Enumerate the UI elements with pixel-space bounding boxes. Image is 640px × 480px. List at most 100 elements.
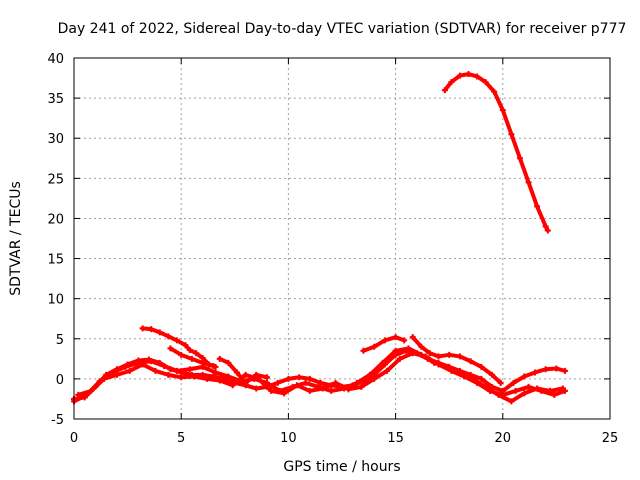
y-axis-label: SDTVAR / TECUs <box>8 181 24 296</box>
data-point <box>126 367 133 374</box>
data-point <box>486 387 493 394</box>
data-point <box>178 374 185 381</box>
y-tick-label: 40 <box>47 52 64 67</box>
chart-title: Day 241 of 2022, Sidereal Day-to-day VTE… <box>58 21 627 37</box>
y-tick-label: 35 <box>47 92 64 107</box>
data-point <box>401 337 408 344</box>
grid-lines <box>74 58 610 419</box>
data-point <box>538 387 545 394</box>
data-point <box>379 359 386 366</box>
series-line <box>442 72 550 233</box>
data-point <box>242 371 249 378</box>
data-point <box>122 363 129 370</box>
data-point <box>366 371 373 378</box>
data-point <box>88 387 95 394</box>
y-tick-label: 10 <box>47 293 64 308</box>
data-point <box>233 369 240 376</box>
data-point <box>435 353 442 360</box>
data-point <box>426 350 433 357</box>
data-point <box>186 366 193 373</box>
y-tick-label: 20 <box>47 212 64 227</box>
data-point <box>186 347 193 354</box>
data-point <box>384 367 391 374</box>
data-point <box>553 365 560 372</box>
data-point <box>561 387 568 394</box>
data-point <box>448 79 455 86</box>
data-point <box>561 367 568 374</box>
data-point <box>167 345 174 352</box>
data-point <box>152 367 159 374</box>
data-marks <box>71 71 568 405</box>
x-tick-label: 20 <box>495 431 512 446</box>
data-point <box>531 369 538 376</box>
data-point <box>435 361 442 368</box>
data-point <box>302 379 309 386</box>
x-tick-label: 25 <box>602 431 619 446</box>
x-tick-label: 15 <box>387 431 404 446</box>
data-point <box>418 343 425 350</box>
data-point <box>465 71 472 78</box>
data-point <box>461 373 468 380</box>
data-point <box>212 369 219 376</box>
data-point <box>551 391 558 398</box>
data-point <box>75 391 82 398</box>
y-tick-label: 0 <box>56 373 64 388</box>
data-point <box>392 334 399 341</box>
data-point <box>542 223 549 230</box>
data-point <box>210 363 217 370</box>
x-tick-labels: 0 5 10 15 20 25 <box>70 431 618 446</box>
data-point <box>182 342 189 349</box>
data-point <box>521 373 528 380</box>
data-point <box>478 363 485 370</box>
data-point <box>371 343 378 350</box>
data-point <box>173 337 180 344</box>
data-point <box>491 88 498 95</box>
data-point <box>409 350 416 357</box>
data-point <box>525 179 532 186</box>
data-point <box>478 375 485 382</box>
x-tick-label: 0 <box>70 431 78 446</box>
y-tick-label: 25 <box>47 172 64 187</box>
data-point <box>396 355 403 362</box>
data-point <box>381 337 388 344</box>
data-point <box>178 351 185 358</box>
data-point <box>512 387 519 394</box>
data-point <box>281 390 288 397</box>
data-point <box>371 375 378 382</box>
data-point <box>542 366 549 373</box>
data-point <box>148 326 155 333</box>
data-point <box>165 371 172 378</box>
data-point <box>354 379 361 386</box>
data-point <box>139 325 146 332</box>
data-point <box>225 373 232 380</box>
data-point <box>161 363 168 370</box>
data-point <box>358 383 365 390</box>
x-axis-label: GPS time / hours <box>283 459 400 475</box>
data-point <box>148 358 155 365</box>
data-point <box>113 371 120 378</box>
data-point <box>268 387 275 394</box>
data-point <box>521 390 528 397</box>
data-point <box>497 379 504 386</box>
data-point <box>274 379 281 386</box>
data-point <box>474 73 481 80</box>
series-track-h <box>409 334 504 386</box>
data-point <box>508 131 515 138</box>
data-point <box>191 373 198 380</box>
series-track-c <box>75 350 568 398</box>
y-tick-label: 15 <box>47 253 64 268</box>
x-tick-label: 10 <box>280 431 297 446</box>
data-point <box>193 350 200 357</box>
data-point <box>285 375 292 382</box>
x-tick-label: 5 <box>177 431 185 446</box>
data-point <box>253 371 260 378</box>
data-point <box>317 379 324 386</box>
data-point <box>441 87 448 94</box>
y-tick-label: 5 <box>56 333 64 348</box>
data-point <box>165 333 172 340</box>
data-point <box>328 387 335 394</box>
plot-border <box>73 57 611 420</box>
data-point <box>216 355 223 362</box>
data-point <box>345 386 352 393</box>
data-point <box>173 367 180 374</box>
